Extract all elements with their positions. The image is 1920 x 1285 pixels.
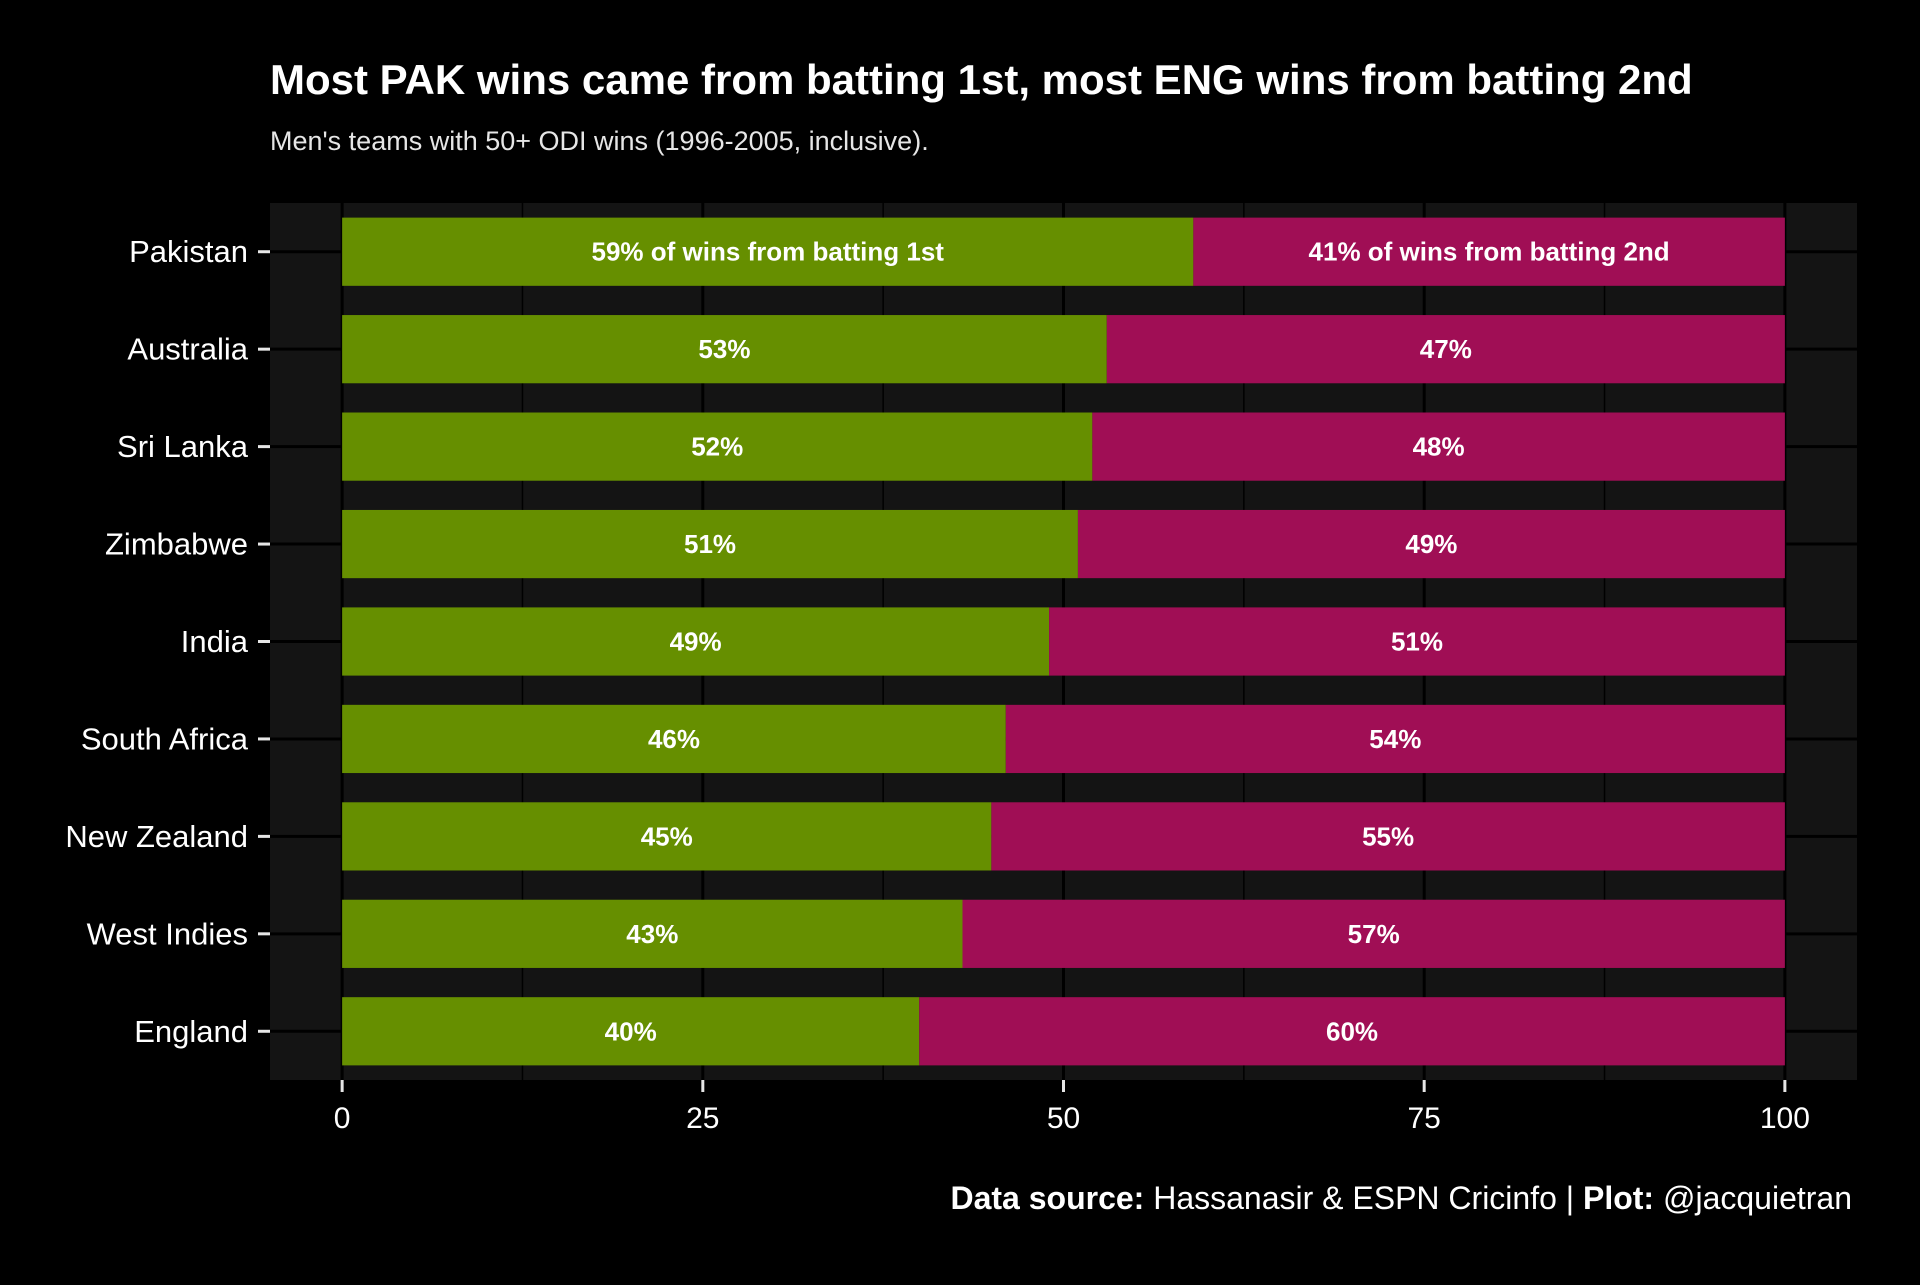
data-label: 48% (1413, 432, 1465, 462)
bar-batting_1st-sri-lanka (342, 412, 1093, 481)
y-tick-label: Pakistan (129, 234, 248, 269)
y-tick-label: New Zealand (65, 819, 248, 854)
bar-batting_1st-zimbabwe (342, 509, 1078, 579)
data-label: 41% of wins from batting 2nd (1309, 237, 1670, 267)
bar-batting_2nd-pakistan (1193, 217, 1785, 286)
bar-batting_1st-australia (342, 315, 1107, 384)
x-tick-label: 75 (1407, 1102, 1440, 1135)
y-tick-label: India (181, 624, 249, 659)
y-axis: Pakistan Australia Sri Lanka Zimbabwe India S… (65, 234, 270, 1049)
bar-batting_2nd-sri-lanka (1092, 412, 1785, 481)
x-tick-label: 100 (1760, 1102, 1810, 1135)
x-tick-label: 25 (686, 1102, 719, 1135)
data-label: 49% (670, 627, 722, 657)
y-tick-label: Sri Lanka (117, 429, 249, 464)
data-label: 54% (1369, 724, 1421, 754)
data-label: 57% (1348, 919, 1400, 949)
bar-batting_1st-south-africa (342, 704, 1006, 774)
x-tick-label: 50 (1047, 1102, 1080, 1135)
data-label: 60% (1326, 1016, 1378, 1046)
data-label: 43% (626, 919, 678, 949)
caption-source-text: Hassanasir & ESPN Cricinfo | (1144, 1180, 1583, 1216)
data-label: 40% (605, 1016, 657, 1046)
bar-batting_1st-india (342, 607, 1050, 676)
x-axis: 0 25 50 75 100 (334, 1080, 1810, 1135)
caption-plot-text: @jacquietran (1654, 1180, 1852, 1216)
data-label: 59% of wins from batting 1st (591, 237, 944, 267)
bar-labels: 59% of wins from batting 1st 41% of wins … (591, 237, 1669, 1047)
caption-plot-label: Plot: (1583, 1180, 1654, 1216)
bar-batting_2nd-new-zealand (991, 802, 1785, 871)
bar-batting_1st-pakistan (342, 217, 1194, 286)
bar-batting_2nd-india (1049, 607, 1785, 676)
data-label: 52% (691, 432, 743, 462)
bar-batting_1st-england (342, 997, 920, 1066)
bar-batting_1st-new-zealand (342, 802, 992, 871)
x-tick-label: 0 (334, 1102, 351, 1135)
caption-source-label: Data source: (950, 1180, 1144, 1216)
data-label: 53% (698, 334, 750, 364)
bar-batting_2nd-south-africa (1005, 704, 1785, 774)
data-label: 46% (648, 724, 700, 754)
bar-batting_2nd-west-indies (962, 899, 1785, 968)
bar-batting_2nd-england (919, 997, 1785, 1066)
data-label: 47% (1420, 334, 1472, 364)
chart-subtitle: Men's teams with 50+ ODI wins (1996-2005… (270, 126, 929, 156)
chart-title: Most PAK wins came from batting 1st, mos… (270, 56, 1693, 103)
data-label: 51% (684, 529, 736, 559)
data-label: 55% (1362, 821, 1414, 851)
y-tick-label: South Africa (81, 721, 249, 756)
y-tick-label: Australia (127, 332, 248, 367)
data-label: 49% (1405, 529, 1457, 559)
data-label: 51% (1391, 627, 1443, 657)
y-tick-label: England (134, 1014, 248, 1049)
bar-batting_1st-west-indies (342, 899, 963, 968)
y-tick-label: West Indies (87, 916, 248, 951)
bar-batting_2nd-zimbabwe (1077, 509, 1785, 579)
data-label: 45% (641, 821, 693, 851)
caption: Data source: Hassanasir & ESPN Cricinfo … (950, 1180, 1852, 1216)
bars (342, 217, 1785, 1066)
bar-batting_2nd-australia (1106, 315, 1785, 384)
y-tick-label: Zimbabwe (105, 527, 248, 562)
